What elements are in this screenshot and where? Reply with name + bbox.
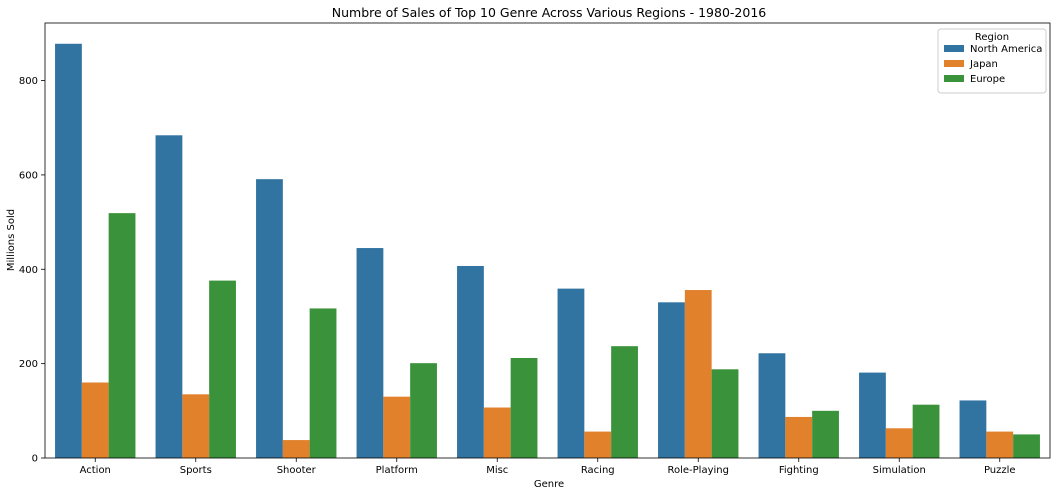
y-tick-label: 200 <box>19 359 38 370</box>
bar-north-america-sports <box>155 135 183 459</box>
bar-japan-racing <box>584 431 612 458</box>
bar-north-america-fighting <box>758 353 786 458</box>
legend-swatch <box>944 60 964 67</box>
bar-europe-platform <box>410 363 437 458</box>
bar-europe-simulation <box>912 404 940 458</box>
bar-europe-misc <box>510 357 538 458</box>
x-axis: Action Sports Shooter Platform Misc Racing Rol… <box>80 458 1016 476</box>
bar-japan-fighting <box>785 416 813 458</box>
legend: Region North America Japan Europe <box>937 28 1047 94</box>
legend-label: Japan <box>969 59 998 70</box>
bar-japan-role-playing <box>684 290 712 458</box>
bar-europe-fighting <box>812 410 839 458</box>
legend-swatch <box>944 75 964 82</box>
legend-swatch <box>944 45 964 52</box>
bar-europe-action <box>108 213 136 458</box>
chart-title: Numbre of Sales of Top 10 Genre Across V… <box>332 5 767 20</box>
bar-north-america-simulation <box>859 372 886 458</box>
bar-japan-misc <box>483 407 511 458</box>
x-tick-label: Sports <box>180 465 212 476</box>
y-axis-label: Millions Sold <box>6 209 17 271</box>
bar-japan-simulation <box>885 428 913 458</box>
legend-title: Region <box>975 32 1009 43</box>
x-tick-label: Racing <box>581 465 615 476</box>
x-tick-label: Shooter <box>277 465 317 476</box>
bar-north-america-action <box>55 43 82 458</box>
x-tick-label: Fighting <box>779 465 819 476</box>
bar-japan-sports <box>182 394 210 458</box>
bar-north-america-shooter <box>256 179 283 459</box>
x-tick-label: Puzzle <box>984 465 1016 476</box>
bar-north-america-puzzle <box>959 400 987 458</box>
y-tick-label: 0 <box>32 454 38 465</box>
bar-north-america-platform <box>356 248 384 458</box>
legend-items: North America Japan Europe <box>944 44 1042 85</box>
legend-box <box>937 28 1047 94</box>
x-axis-label: Genre <box>534 479 564 490</box>
x-tick-label: Simulation <box>873 465 926 476</box>
x-tick-label: Platform <box>376 465 418 476</box>
bar-europe-puzzle <box>1013 434 1040 458</box>
bar-north-america-misc <box>457 265 484 458</box>
y-tick-label: 400 <box>19 265 38 276</box>
x-tick-label: Misc <box>486 465 508 476</box>
bar-europe-sports <box>209 280 236 458</box>
x-tick-label: Action <box>80 465 111 476</box>
bar-europe-role-playing <box>711 369 739 458</box>
y-tick-label: 800 <box>19 76 38 87</box>
legend-label: Europe <box>970 74 1005 85</box>
bar-japan-puzzle <box>986 431 1014 458</box>
bar-europe-racing <box>611 346 638 458</box>
y-tick-label: 600 <box>19 170 38 181</box>
bar-japan-platform <box>383 396 411 458</box>
bar-north-america-role-playing <box>658 302 685 458</box>
plot-area <box>55 43 1040 459</box>
plot-frame <box>44 22 1051 459</box>
x-tick-label: Role-Playing <box>668 465 729 476</box>
bar-europe-shooter <box>309 308 337 458</box>
y-axis: 0 200 400 600 800 <box>19 76 45 465</box>
bar-north-america-racing <box>557 288 585 458</box>
bar-japan-action <box>81 382 109 458</box>
legend-label: North America <box>970 44 1042 55</box>
bar-japan-shooter <box>282 440 310 458</box>
